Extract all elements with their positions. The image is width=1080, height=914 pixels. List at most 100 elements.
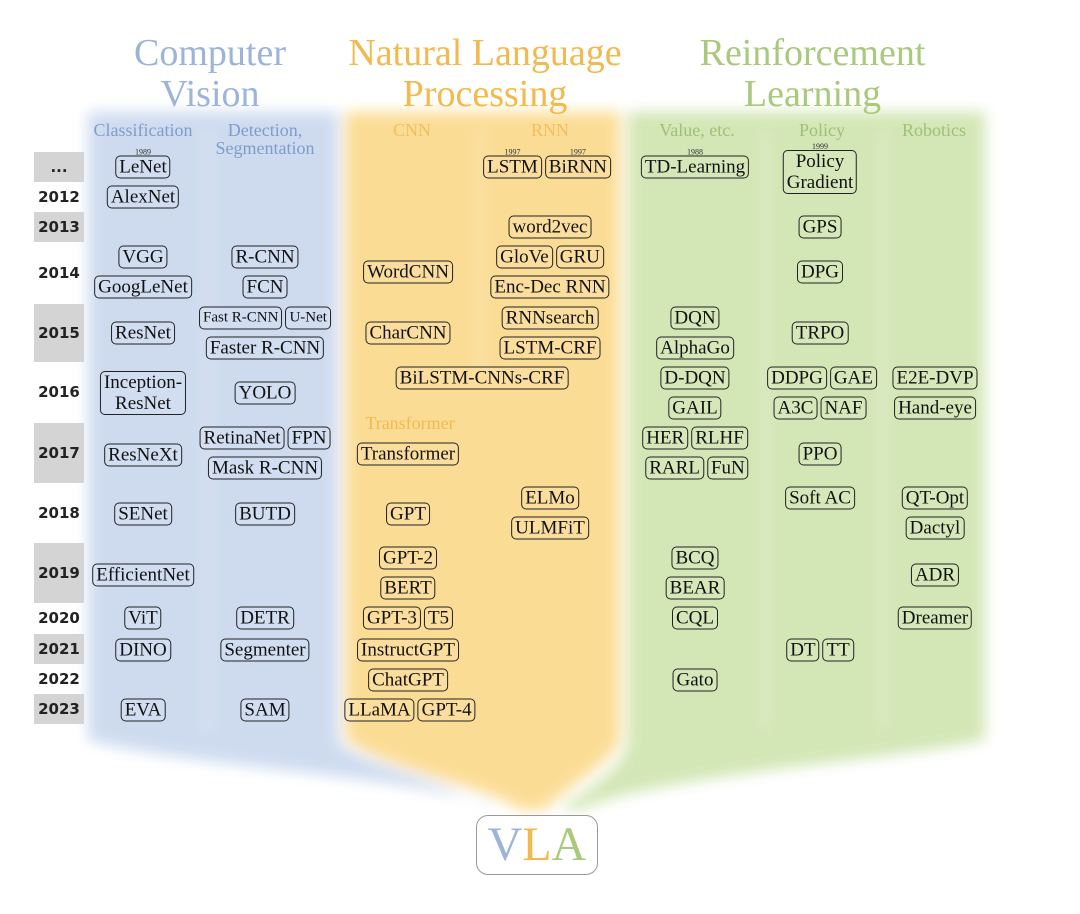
node-group: BERT: [380, 576, 436, 600]
vla-box: VLA: [476, 815, 598, 875]
node-label: GAE: [833, 367, 873, 389]
node-group: FCN: [242, 275, 288, 299]
year-label: 2015: [34, 304, 84, 362]
node-label: VGG: [122, 246, 164, 268]
year-label: 2023: [34, 694, 84, 724]
node-label: EVA: [124, 699, 162, 721]
model-node: Hand-eye: [894, 396, 976, 420]
node-group: PPO: [798, 442, 842, 466]
node-label: DINO: [119, 639, 167, 661]
node-group: VGG: [118, 245, 168, 269]
node-group: LLaMA GPT-4: [344, 698, 476, 722]
node-label: CharCNN: [369, 322, 447, 344]
node-group: R-CNN: [231, 245, 299, 269]
model-node: Dreamer: [897, 606, 973, 630]
model-node: Faster R-CNN: [205, 336, 325, 360]
node-group: Faster R-CNN: [205, 336, 325, 360]
model-node: R-CNN: [231, 245, 299, 269]
node-label: BiLSTM-CNNs-CRF: [399, 367, 565, 389]
model-node: TRPO: [791, 321, 849, 345]
node-group: Dreamer: [897, 606, 973, 630]
node-label: TT: [826, 639, 850, 661]
node-group: YOLO: [234, 381, 296, 405]
node-label: ResNet: [115, 393, 171, 414]
model-node: GAE: [829, 366, 877, 390]
node-group: EVA: [120, 698, 166, 722]
model-node: CharCNN: [365, 321, 451, 345]
model-node: E2E-DVP: [892, 366, 978, 390]
node-group: Inception- ResNet: [99, 371, 187, 415]
model-node: Transformer: [356, 442, 460, 466]
node-label: FCN: [246, 276, 284, 298]
node-label: ELMo: [525, 487, 575, 509]
node-group: ChatGPT: [368, 668, 448, 692]
node-group: E2E-DVP: [892, 366, 978, 390]
model-node: DT: [786, 638, 820, 662]
node-label: GPT-3: [366, 607, 417, 629]
node-label: DETR: [240, 607, 290, 629]
model-node: GPT-4: [417, 698, 476, 722]
node-label: Gato: [676, 669, 714, 691]
node-label: D-DQN: [664, 367, 726, 389]
node-group: Enc-Dec RNN: [490, 275, 610, 299]
header-classification: Classification: [93, 120, 193, 140]
vla-letter-a: A: [551, 818, 587, 871]
node-label: ChatGPT: [372, 669, 444, 691]
node-group: ULMFiT: [511, 516, 589, 540]
node-label: GPS: [802, 216, 838, 238]
node-label: DT: [790, 639, 816, 661]
node-label: BUTD: [239, 503, 291, 525]
node-group: RNNsearch: [501, 306, 599, 330]
node-group: Gato: [672, 668, 718, 692]
node-label: U-Net: [289, 309, 327, 326]
node-label: Mask R-CNN: [211, 457, 319, 479]
model-node: DPG: [796, 260, 844, 284]
title-line: Natural Language: [348, 32, 622, 74]
model-node: GAIL: [668, 396, 722, 420]
node-group: GoogLeNet: [94, 275, 192, 299]
model-node: Inception- ResNet: [99, 371, 187, 415]
node-label: Policy: [795, 151, 845, 172]
node-label: RLHF: [695, 427, 744, 449]
vla-letter-l: L: [522, 818, 552, 871]
model-node: PPO: [798, 442, 842, 466]
year-label: 2022: [38, 670, 80, 688]
node-year-note: 1989: [134, 147, 151, 157]
model-node: FuN: [706, 456, 749, 480]
model-node: Soft AC: [785, 486, 855, 510]
model-node: BiLSTM-CNNs-CRF: [395, 366, 569, 390]
node-label: DPG: [800, 261, 840, 283]
model-node: GPT: [386, 502, 430, 526]
node-label: AlexNet: [110, 186, 176, 208]
title-nlp: Natural Language Processing: [305, 33, 665, 115]
model-node: ResNeXt: [104, 443, 182, 467]
model-node: ChatGPT: [368, 668, 448, 692]
node-label: NAF: [824, 397, 863, 419]
model-node: FCN: [242, 275, 288, 299]
model-node: RARL: [645, 456, 704, 480]
node-group: QT-Opt: [901, 486, 969, 510]
header-line: Segmentation: [215, 138, 315, 158]
header-detection: Detection, Segmentation: [216, 121, 315, 157]
model-node: DQN: [670, 306, 720, 330]
model-node: TD-Learning 1988: [640, 148, 750, 179]
title-rl: Reinforcement Learning: [660, 33, 965, 115]
node-label: Segmenter: [224, 639, 306, 661]
model-node: BCQ: [671, 546, 719, 570]
node-group: DPG: [796, 260, 844, 284]
model-node: EfficientNet: [92, 563, 194, 587]
node-group: A3C NAF: [773, 396, 867, 420]
title-line: Reinforcement: [699, 32, 926, 74]
node-label: BCQ: [675, 547, 715, 569]
node-group: D-DQN: [660, 366, 730, 390]
node-group: WordCNN: [363, 260, 453, 284]
node-label: RNNsearch: [505, 307, 595, 329]
node-label: DQN: [674, 307, 716, 329]
model-node: RetinaNet: [199, 426, 285, 450]
model-node: EVA: [120, 698, 166, 722]
model-node: YOLO: [234, 381, 296, 405]
node-year-note: 1999: [811, 142, 828, 151]
header-robotics: Robotics: [901, 120, 967, 140]
node-group: DINO: [115, 638, 171, 662]
title-line: Computer: [134, 32, 286, 74]
